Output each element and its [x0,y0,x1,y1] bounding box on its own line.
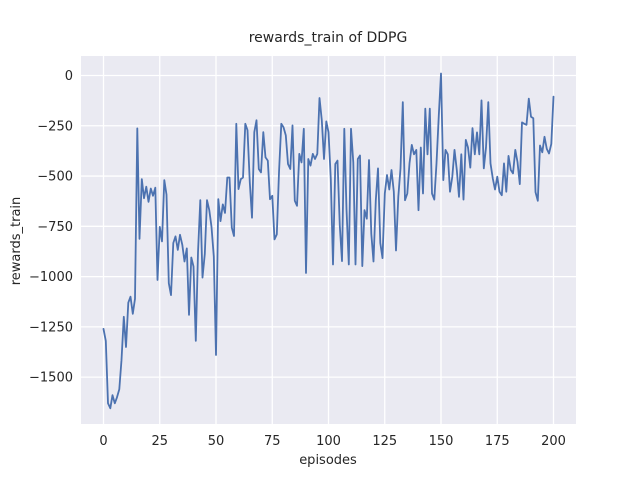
y-axis-tick-labels: 0 −250 −500 −750 −1000 −1250 −1500 [29,69,73,386]
x-axis-tick-labels: 0 25 50 75 100 125 150 175 200 [99,434,566,449]
x-tick-label: 200 [541,434,566,449]
reward-line-series [102,72,555,410]
y-tick-label: −750 [37,220,73,235]
chart-title: rewards_train of DDPG [249,30,408,46]
y-tick-label: 0 [65,69,73,84]
y-tick-label: −250 [37,119,73,134]
y-tick-label: −1000 [29,270,73,285]
y-tick-label: −1500 [29,371,73,386]
y-axis-label: rewards_train [9,197,24,286]
x-tick-label: 175 [485,434,510,449]
x-tick-label: 75 [264,434,281,449]
x-tick-label: 50 [208,434,225,449]
gridlines [81,56,576,424]
x-tick-label: 150 [429,434,454,449]
x-tick-label: 25 [151,434,168,449]
x-axis-label: episodes [299,453,357,468]
reward-line [102,72,555,410]
y-tick-label: −500 [37,170,73,185]
y-tick-label: −1250 [29,320,73,335]
x-tick-label: 0 [99,434,107,449]
x-tick-label: 100 [316,434,341,449]
x-tick-label: 125 [372,434,397,449]
